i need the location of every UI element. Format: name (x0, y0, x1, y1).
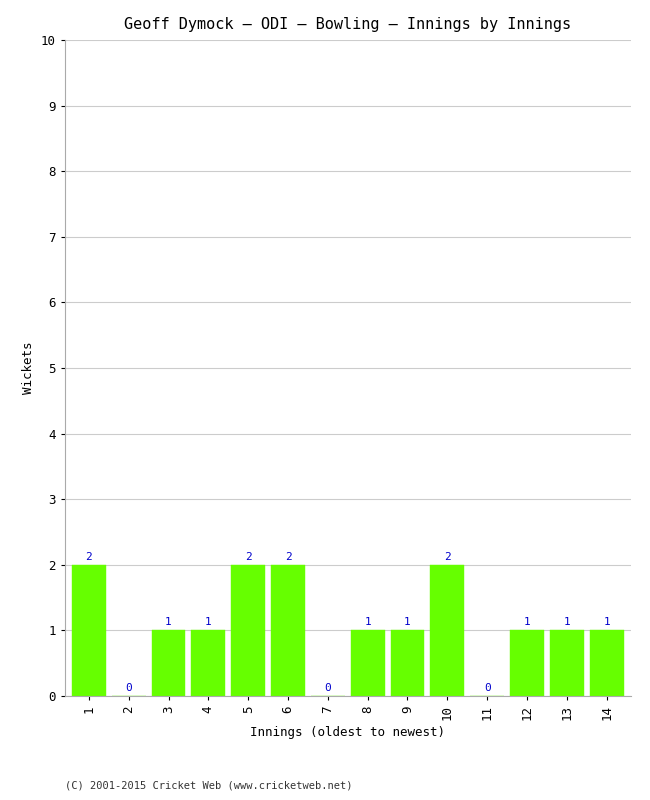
Bar (192, 630, 226, 696)
Bar (510, 630, 544, 696)
Bar (550, 630, 584, 696)
X-axis label: Innings (oldest to newest): Innings (oldest to newest) (250, 726, 445, 738)
Text: 0: 0 (125, 682, 132, 693)
Text: 1: 1 (404, 617, 411, 627)
Text: 2: 2 (86, 551, 92, 562)
Text: 1: 1 (165, 617, 172, 627)
Bar (590, 630, 623, 696)
Bar (391, 630, 424, 696)
Bar (271, 565, 305, 696)
Bar (430, 565, 464, 696)
Text: 2: 2 (285, 551, 291, 562)
Text: 1: 1 (205, 617, 212, 627)
Text: 0: 0 (484, 682, 491, 693)
Text: 1: 1 (603, 617, 610, 627)
Bar (351, 630, 385, 696)
Bar (231, 565, 265, 696)
Text: 0: 0 (324, 682, 332, 693)
Text: 1: 1 (564, 617, 570, 627)
Bar (72, 565, 106, 696)
Text: 2: 2 (444, 551, 450, 562)
Text: (C) 2001-2015 Cricket Web (www.cricketweb.net): (C) 2001-2015 Cricket Web (www.cricketwe… (65, 781, 352, 790)
Text: 1: 1 (364, 617, 371, 627)
Text: 2: 2 (245, 551, 252, 562)
Text: 1: 1 (524, 617, 530, 627)
Bar (151, 630, 185, 696)
Title: Geoff Dymock – ODI – Bowling – Innings by Innings: Geoff Dymock – ODI – Bowling – Innings b… (124, 17, 571, 32)
Y-axis label: Wickets: Wickets (22, 342, 35, 394)
